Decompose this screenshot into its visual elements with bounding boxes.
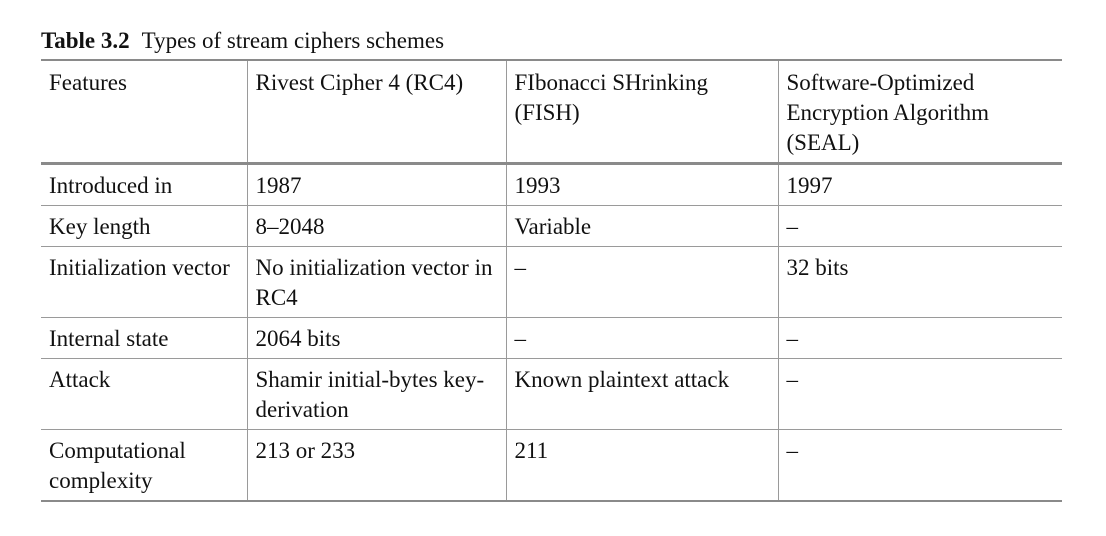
header-row: Features Rivest Cipher 4 (RC4) FIbonacci… (41, 60, 1062, 165)
table-cell: 32 bits (777, 246, 1062, 318)
table-row: Introduced in 1987 1993 1997 (41, 163, 1062, 206)
header-features: Features (41, 60, 247, 165)
table-cell: 8–2048 (246, 205, 506, 247)
table-cell: 1987 (246, 163, 506, 206)
table-cell: 213 or 233 (246, 429, 506, 502)
table-cell: 2064 bits (246, 317, 506, 359)
table-cell: – (777, 429, 1062, 502)
row-label: Introduced in (41, 163, 247, 206)
table-row: Attack Shamir initial-bytes key-derivati… (41, 358, 1062, 430)
row-label: Internal state (41, 317, 247, 359)
stream-ciphers-table: Features Rivest Cipher 4 (RC4) FIbonacci… (41, 59, 1062, 502)
header-fish: FIbonacci SHrinking (FISH) (505, 60, 778, 165)
table-row: Key length 8–2048 Variable – (41, 205, 1062, 247)
table-cell: – (777, 358, 1062, 430)
header-seal: Software-Optimized Encryption Algorithm … (777, 60, 1062, 165)
table-cell: 211 (505, 429, 778, 502)
table-cell: 1997 (777, 163, 1062, 206)
table-title: Types of stream ciphers schemes (141, 28, 445, 53)
row-label: Attack (41, 358, 247, 430)
table-cell: Variable (505, 205, 778, 247)
table-cell: 1993 (505, 163, 778, 206)
table-number: Table 3.2 (41, 28, 130, 53)
table-cell: No initialization vector in RC4 (246, 246, 506, 318)
row-label: Key length (41, 205, 247, 247)
row-label: Computational complexity (41, 429, 247, 502)
table-cell: Shamir initial-bytes key-derivation (246, 358, 506, 430)
table-row: Computational complexity 213 or 233 211 … (41, 429, 1062, 502)
table-row: Initialization vector No initialization … (41, 246, 1062, 318)
row-label: Initialization vector (41, 246, 247, 318)
table-cell: – (777, 317, 1062, 359)
table-cell: – (505, 246, 778, 318)
table-caption: Table 3.2 Types of stream ciphers schemes (41, 27, 444, 55)
table-row: Internal state 2064 bits – – (41, 317, 1062, 359)
table-cell: – (777, 205, 1062, 247)
table-cell: – (505, 317, 778, 359)
table-cell: Known plaintext attack (505, 358, 778, 430)
header-rc4: Rivest Cipher 4 (RC4) (246, 60, 506, 165)
